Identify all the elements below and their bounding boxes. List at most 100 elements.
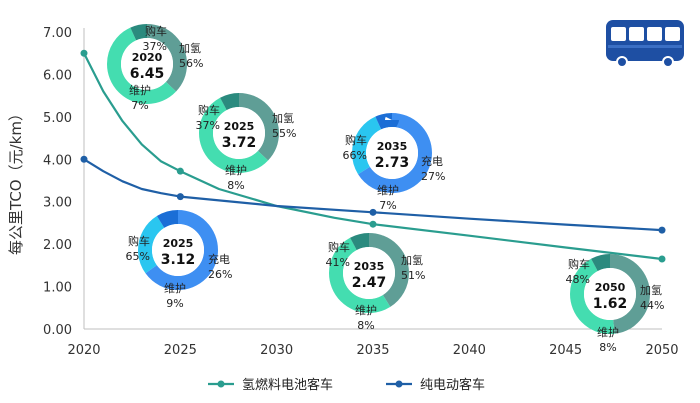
y-tick-label: 5.00 bbox=[43, 111, 72, 126]
x-tick-label: 2025 bbox=[164, 343, 197, 358]
donut-segment bbox=[138, 210, 218, 290]
donut-total: 3.12 bbox=[161, 252, 196, 268]
donut-segment-label: 购车 bbox=[345, 133, 367, 147]
y-tick-label: 1.00 bbox=[43, 281, 72, 296]
donut-segment-pct: 48% bbox=[566, 273, 590, 286]
donut-center bbox=[213, 107, 265, 159]
bus-icon bbox=[606, 20, 684, 68]
axes: 0.00 1.00 2.00 3.00 4.00 5.00 6.00 7.00 2020 2025… bbox=[7, 26, 679, 358]
donut-segment-label: 维护 bbox=[164, 281, 186, 295]
bus-wheel bbox=[662, 56, 674, 68]
donut-segment-pct: 7% bbox=[379, 199, 396, 212]
legend: 氢燃料电池客车 纯电动客车 bbox=[208, 377, 485, 393]
y-tick-label: 6.00 bbox=[43, 68, 72, 83]
donut-year: 2035 bbox=[377, 140, 408, 153]
y-tick-label: 7.00 bbox=[43, 26, 72, 41]
donut-segment-pct: 26% bbox=[208, 268, 232, 281]
donut-segment bbox=[107, 24, 187, 104]
legend-label: 氢燃料电池客车 bbox=[242, 377, 333, 393]
donut-segment-label: 维护 bbox=[597, 325, 619, 339]
donut-center bbox=[152, 224, 204, 276]
bus-window bbox=[647, 27, 662, 41]
donut-charts: 2020 6.45 购车 37% 加氢 56% 维护 7% 2025 3.72 购车 37% 加氢 55%… bbox=[107, 24, 664, 354]
donut-1: 2020 6.45 购车 37% 加氢 56% 维护 7% bbox=[107, 24, 203, 112]
donut-center bbox=[343, 247, 395, 299]
series-2-point bbox=[80, 155, 88, 163]
series-lines bbox=[80, 49, 666, 263]
donut-segment-label: 充电 bbox=[208, 252, 230, 266]
donut-segment-label: 维护 bbox=[225, 163, 247, 177]
donut-3: 2035 2.73 购车 66% 充电 27% 维护 7% bbox=[343, 113, 445, 212]
donut-segment-pct: 41% bbox=[326, 256, 350, 269]
donut-segment-label: 购车 bbox=[128, 234, 150, 248]
series-1-point bbox=[658, 255, 666, 263]
x-tick-label: 2045 bbox=[549, 343, 582, 358]
donut-segment-label: 购车 bbox=[198, 103, 220, 117]
donut-total: 1.62 bbox=[593, 296, 628, 312]
donut-segment-label: 购车 bbox=[145, 24, 167, 38]
donut-segment-label: 加氢 bbox=[640, 283, 662, 297]
x-tick-label: 2035 bbox=[356, 343, 389, 358]
donut-segment bbox=[329, 233, 409, 313]
donut-total: 2.73 bbox=[375, 155, 410, 171]
donut-2: 2025 3.72 购车 37% 加氢 55% 维护 8% bbox=[196, 93, 296, 192]
bus-wheel bbox=[616, 56, 628, 68]
y-axis-label: 每公里TCO（元/km） bbox=[7, 106, 25, 255]
donut-segment-label: 维护 bbox=[377, 183, 399, 197]
donut-year: 2035 bbox=[354, 260, 385, 273]
donut-segment-pct: 37% bbox=[196, 119, 220, 132]
donut-segment-pct: 9% bbox=[166, 297, 183, 310]
donut-segment bbox=[199, 93, 279, 173]
donut-segment-pct: 37% bbox=[143, 40, 167, 53]
donut-segment bbox=[138, 210, 218, 290]
series-1-point bbox=[80, 49, 88, 57]
donut-segment-pct: 8% bbox=[599, 341, 616, 354]
donut-total: 2.47 bbox=[352, 275, 387, 291]
donut-year: 2025 bbox=[224, 120, 255, 133]
donut-segment-label: 购车 bbox=[568, 257, 590, 271]
series-2-point bbox=[369, 208, 377, 216]
donut-5: 2035 2.47 购车 41% 加氢 51% 维护 8% bbox=[326, 233, 425, 332]
bus-window bbox=[611, 27, 626, 41]
donut-segment-pct: 66% bbox=[343, 149, 367, 162]
donut-segment-pct: 51% bbox=[401, 269, 425, 282]
x-tick-label: 2050 bbox=[645, 343, 678, 358]
donut-segment-pct: 65% bbox=[126, 250, 150, 263]
donut-segment-pct: 27% bbox=[421, 170, 445, 183]
donut-segment-pct: 55% bbox=[272, 127, 296, 140]
donut-segment bbox=[329, 233, 409, 313]
donut-segment-label: 充电 bbox=[421, 154, 443, 168]
donut-segment bbox=[352, 113, 432, 193]
donut-6: 2050 1.62 购车 48% 加氢 44% 维护 8% bbox=[566, 254, 664, 354]
legend-swatch-marker bbox=[395, 380, 403, 388]
donut-segment-label: 加氢 bbox=[272, 111, 294, 125]
donut-segment bbox=[107, 24, 187, 104]
y-tick-label: 2.00 bbox=[43, 238, 72, 253]
donut-segment-label: 加氢 bbox=[401, 253, 423, 267]
donut-segment-pct: 44% bbox=[640, 299, 664, 312]
donut-year: 2025 bbox=[163, 237, 194, 250]
x-tick-label: 2040 bbox=[453, 343, 486, 358]
donut-segment-label: 购车 bbox=[328, 240, 350, 254]
donut-segment bbox=[570, 254, 650, 334]
donut-segment bbox=[570, 254, 650, 334]
donut-center bbox=[584, 268, 636, 320]
donut-total: 6.45 bbox=[130, 66, 165, 82]
series-2-point bbox=[176, 193, 184, 201]
legend-swatch-marker bbox=[217, 380, 225, 388]
donut-center bbox=[121, 38, 173, 90]
donut-segment-pct: 8% bbox=[227, 179, 244, 192]
donut-segment-label: 维护 bbox=[129, 83, 151, 97]
donut-year: 2050 bbox=[595, 281, 626, 294]
bus-stripe bbox=[608, 45, 682, 48]
donut-center bbox=[366, 127, 418, 179]
x-tick-label: 2020 bbox=[67, 343, 100, 358]
series-1-point bbox=[369, 220, 377, 228]
series-1-point bbox=[176, 167, 184, 175]
bus-window bbox=[665, 27, 680, 41]
x-tick-label: 2030 bbox=[260, 343, 293, 358]
legend-label: 纯电动客车 bbox=[420, 377, 485, 393]
y-tick-label: 4.00 bbox=[43, 153, 72, 168]
donut-segment-label: 维护 bbox=[355, 303, 377, 317]
